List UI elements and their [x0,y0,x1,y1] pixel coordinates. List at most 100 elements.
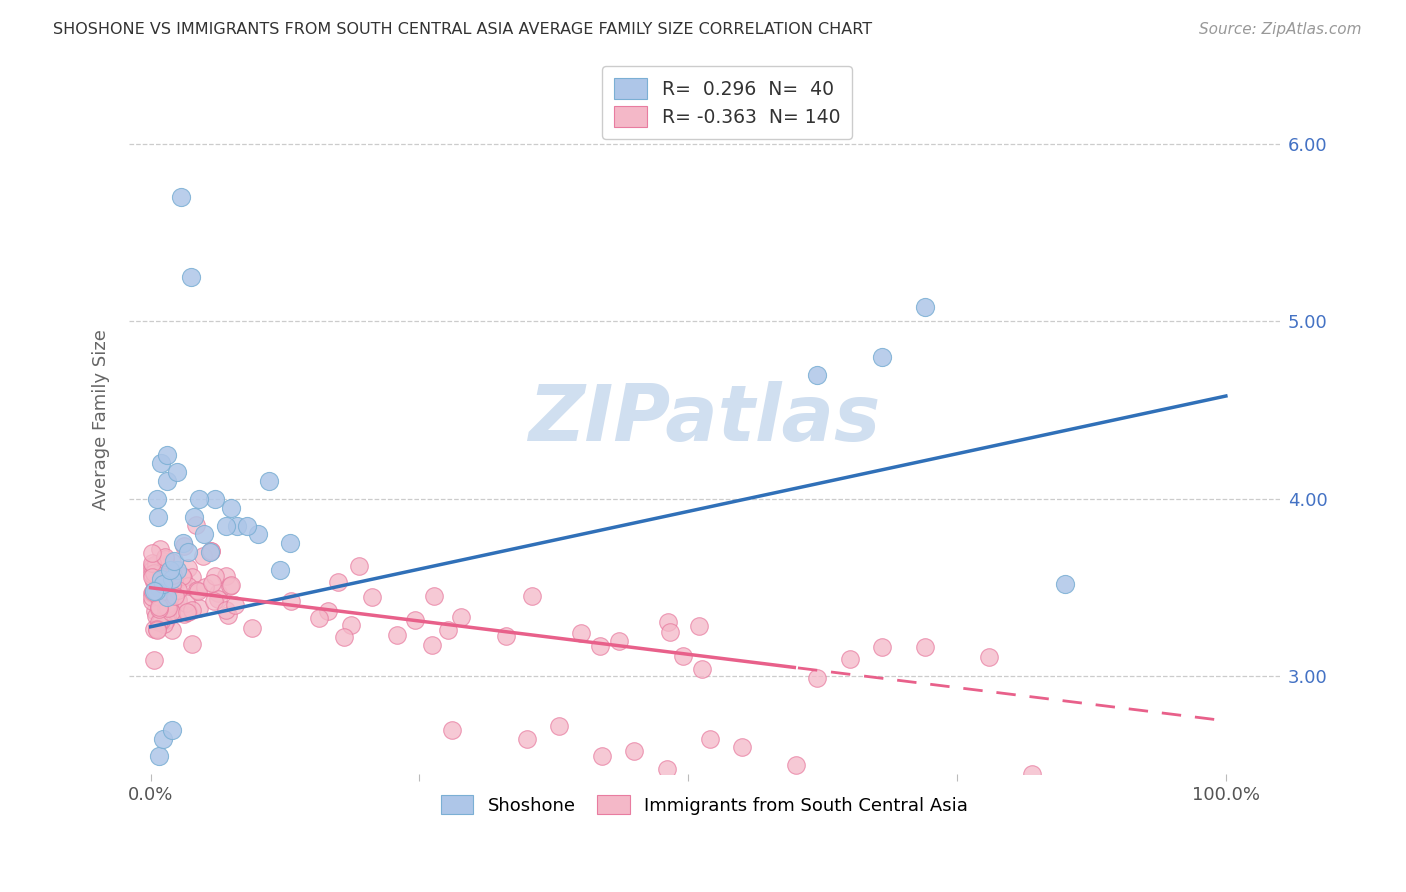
Point [207,591,229,606]
Point [188,601,211,615]
Point [201,576,224,591]
Point [450,609,472,624]
Point [155,613,177,627]
Point [159,565,181,579]
Point [141,590,163,604]
Point [141,546,163,560]
Point [516,731,538,746]
Point [166,466,188,480]
Point [806,671,828,685]
Point [156,448,179,462]
Point [699,731,721,746]
Point [914,640,936,655]
Point [149,601,172,615]
Point [159,563,181,577]
Point [186,517,208,532]
Point [191,549,214,563]
Point [162,568,184,582]
Point [979,650,1001,665]
Point [150,572,173,586]
Point [316,604,339,618]
Point [160,578,183,592]
Point [655,762,678,776]
Point [150,566,173,581]
Point [141,586,163,600]
Point [148,590,170,604]
Point [149,615,172,629]
Point [422,590,444,604]
Point [148,615,170,629]
Point [838,652,860,666]
Point [1021,767,1043,781]
Point [165,589,187,603]
Point [146,509,169,524]
Point [219,578,242,592]
Point [174,596,197,610]
Point [146,491,169,506]
Point [146,582,169,596]
Point [142,622,165,636]
Point [159,605,181,619]
Point [194,580,217,594]
Point [141,556,163,570]
Point [148,586,170,600]
Point [806,368,828,382]
Point [143,577,166,591]
Point [183,509,205,524]
Point [145,623,167,637]
Point [176,605,198,619]
Point [148,749,170,764]
Point [215,518,238,533]
Point [172,536,194,550]
Point [156,608,179,623]
Point [659,624,682,639]
Point [152,731,174,746]
Point [148,586,170,600]
Point [156,590,179,604]
Point [187,584,209,599]
Point [180,270,202,285]
Point [149,577,172,591]
Point [870,350,893,364]
Point [218,579,240,593]
Text: SHOSHONE VS IMMIGRANTS FROM SOUTH CENTRAL ASIA AVERAGE FAMILY SIZE CORRELATION C: SHOSHONE VS IMMIGRANTS FROM SOUTH CENTRA… [53,22,873,37]
Point [155,552,177,566]
Point [200,544,222,558]
Point [142,585,165,599]
Point [186,582,208,597]
Point [155,610,177,624]
Point [177,579,200,593]
Point [224,598,246,612]
Point [156,474,179,488]
Point [198,545,221,559]
Point [181,570,204,584]
Point [166,563,188,577]
Point [160,572,183,586]
Point [155,570,177,584]
Point [236,518,259,533]
Point [156,598,179,612]
Point [591,749,613,764]
Point [332,630,354,644]
Point [148,584,170,599]
Point [657,615,679,629]
Point [160,599,183,613]
Point [193,527,215,541]
Point [145,584,167,599]
Point [142,566,165,581]
Legend: Shoshone, Immigrants from South Central Asia: Shoshone, Immigrants from South Central … [430,784,979,825]
Point [167,593,190,607]
Point [142,558,165,573]
Point [436,623,458,637]
Point [163,574,186,588]
Point [914,300,936,314]
Point [170,190,193,204]
Point [569,625,592,640]
Point [176,605,198,619]
Point [152,554,174,568]
Point [219,500,242,515]
Point [141,567,163,582]
Point [731,740,754,755]
Point [180,637,202,651]
Y-axis label: Average Family Size: Average Family Size [93,328,110,509]
